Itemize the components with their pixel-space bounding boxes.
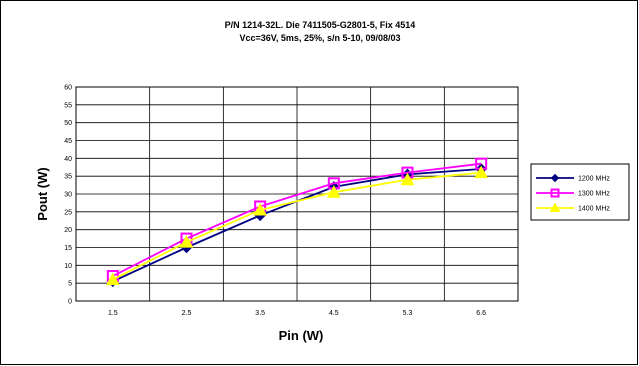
x-tick-label: 1.5: [108, 310, 118, 317]
x-axis-label: Pin (W): [279, 328, 324, 343]
chart-title: P/N 1214-32L. Die 7411505-G2801-5, Fix 4…: [225, 20, 416, 30]
x-tick-label: 6.6: [476, 310, 486, 317]
legend-marker: [549, 202, 561, 212]
series-line-1400-mhz: [112, 171, 482, 281]
y-tick-label: 0: [68, 299, 72, 306]
y-tick-label: 45: [64, 138, 72, 145]
legend-marker: [550, 188, 560, 198]
y-tick-label: 60: [64, 85, 72, 92]
y-tick-label: 25: [64, 209, 72, 216]
legend-label: 1300 MHz: [578, 191, 610, 198]
y-tick-label: 55: [64, 102, 72, 109]
chart-subtitle: Vcc=36V, 5ms, 25%, s/n 5-10, 09/08/03: [239, 33, 400, 43]
grid-layer: [76, 86, 518, 302]
x-axis-ticks: 1.5 2.5 3.5 4.5 5.3 6.6: [108, 310, 486, 317]
x-tick-label: 5.3: [403, 310, 413, 317]
series-line-1300-mhz: [112, 162, 482, 277]
data-point: [105, 272, 120, 286]
legend-box: [530, 163, 630, 221]
y-axis-ticks: 0 5 10 15 20 25 30 35 40 45 50 55 60: [64, 85, 72, 306]
y-tick-label: 10: [64, 263, 72, 270]
legend-label: 1400 MHz: [578, 206, 610, 213]
legend: 1200 MHz 1300 MHz 1400 MHz: [536, 173, 610, 213]
y-tick-label: 5: [68, 281, 72, 288]
x-tick-label: 4.5: [329, 310, 339, 317]
x-tick-label: 3.5: [255, 310, 265, 317]
series-layer: [105, 157, 489, 288]
data-point: [179, 235, 194, 248]
y-tick-label: 35: [64, 174, 72, 181]
x-tick-label: 2.5: [182, 310, 192, 317]
y-tick-label: 30: [64, 192, 72, 199]
data-point: [400, 172, 415, 186]
data-point: [326, 185, 341, 198]
y-axis-label: Pout (W): [35, 167, 50, 220]
y-tick-label: 50: [64, 120, 72, 127]
data-point: [474, 165, 489, 179]
data-point: [253, 203, 268, 216]
y-tick-label: 20: [64, 227, 72, 234]
legend-label: 1200 MHz: [578, 176, 610, 183]
y-tick-label: 40: [64, 156, 72, 163]
legend-marker: [550, 173, 560, 183]
y-tick-label: 15: [64, 245, 72, 252]
